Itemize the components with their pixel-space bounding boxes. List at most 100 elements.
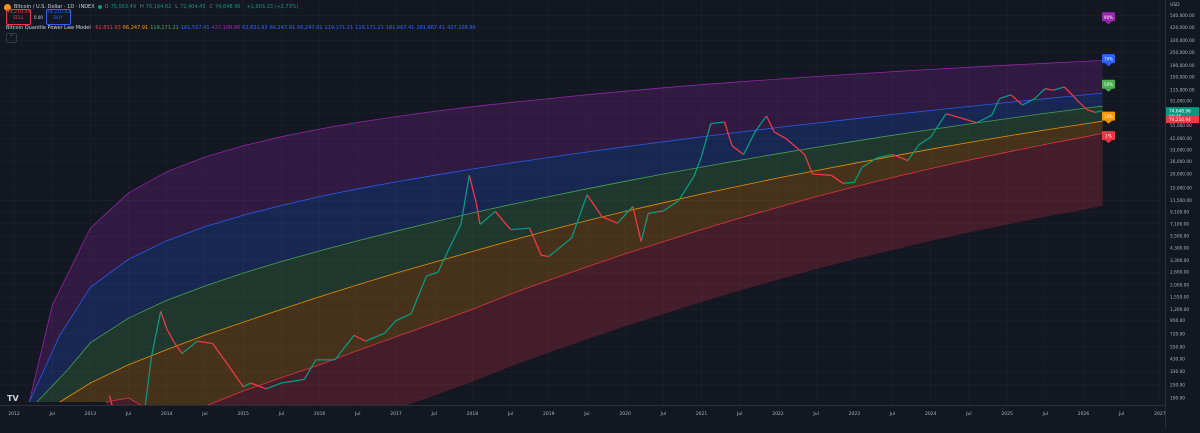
- price-segment: [265, 382, 282, 390]
- price-tick-label: 26,000.00: [1170, 159, 1192, 165]
- ohlc-value: +1,903.13 (+2.73%): [246, 4, 299, 10]
- price-tick-label: 420,000.00: [1170, 25, 1195, 31]
- price-segment: [150, 311, 162, 357]
- time-tick-label: Jul: [507, 411, 513, 417]
- price-tick-label: 950.00: [1170, 318, 1185, 324]
- price-tick-label: 11,500.00: [1170, 198, 1192, 204]
- band-fill-50pct: [36, 106, 1103, 402]
- ohlc-value: 76,194.82: [145, 4, 172, 10]
- symbol-title[interactable]: Bitcoin / U.S. Dollar · 1D · INDEX: [14, 4, 95, 10]
- price-segment: [1033, 88, 1046, 100]
- sell-price: 74,210.94: [7, 10, 31, 15]
- band-tag-label: 90%: [1104, 15, 1113, 20]
- price-segment: [468, 175, 477, 203]
- time-tick-label: Jul: [354, 411, 360, 417]
- price-segment: [731, 145, 744, 156]
- price-segment: [877, 153, 893, 159]
- time-axis[interactable]: 2012 Jul 2013 Jul 2014 Jul 2015 Jul 2016 Jul 2017 J…: [0, 405, 1166, 429]
- price-segment: [173, 342, 183, 354]
- ohlc-value: 74,648.96: [215, 4, 241, 10]
- time-tick-label: 2027: [1154, 411, 1165, 417]
- price-segment: [410, 275, 428, 314]
- buy-label: BUY: [53, 16, 64, 21]
- tradingview-logo[interactable]: TV: [7, 394, 19, 403]
- price-segment: [1045, 87, 1054, 91]
- indicator-value: 181,667.41: [416, 25, 446, 31]
- band-tag-bg: [1102, 79, 1115, 89]
- price-tick-label: 3,300.00: [1170, 258, 1189, 264]
- band-tag-label: 50%: [1104, 82, 1113, 87]
- indicator-value: 62,831.93: [242, 25, 268, 31]
- time-axis-labels: 2012 Jul 2013 Jul 2014 Jul 2015 Jul 2016 Jul 2017 J…: [8, 411, 1165, 417]
- band-fill-70pct: [29, 93, 1103, 402]
- bitcoin-icon: [4, 3, 11, 11]
- price-segment: [334, 334, 355, 361]
- price-segment: [1010, 94, 1023, 106]
- price-segment: [479, 210, 496, 225]
- buy-button[interactable]: 74,210.93 BUY: [45, 9, 71, 25]
- price-segment: [1079, 102, 1088, 111]
- price-tick-label: 250,000.00: [1170, 50, 1195, 56]
- price-tick-label: 250.00: [1170, 382, 1185, 388]
- price-tick-label: 20,000.00: [1170, 172, 1192, 178]
- price-segment: [510, 227, 530, 231]
- price-segment: [765, 115, 775, 133]
- price-tick-label: 1,550.00: [1170, 295, 1189, 301]
- price-segment: [144, 356, 153, 405]
- time-tick-label: Jul: [278, 411, 284, 417]
- band-tag-bg: [1102, 111, 1115, 121]
- spread-value: 0.00: [34, 14, 43, 20]
- time-tick-label: 2021: [696, 411, 708, 417]
- price-segment: [548, 237, 573, 258]
- band-tag-50pct: 50%: [1102, 79, 1115, 92]
- ohlc-value: 72,404.45: [180, 4, 206, 10]
- price-segment: [437, 247, 450, 273]
- price-segment: [384, 320, 397, 334]
- band-fill-10pct: [59, 121, 1103, 405]
- buy-price: 74,210.93: [46, 10, 71, 15]
- price-segment: [693, 155, 703, 177]
- indicator-name[interactable]: Bitcoin Quantile Power Law Model: [6, 25, 91, 31]
- price-axis[interactable]: USD 540,000.00 420,000.00 320,000.00 250,000…: [1165, 0, 1200, 428]
- band-tag-pointer: [1105, 120, 1112, 124]
- price-segment: [353, 334, 366, 342]
- time-tick-label: Jul: [812, 411, 818, 417]
- indicator-value: 427,108.86: [211, 25, 241, 31]
- price-segment: [700, 123, 712, 157]
- time-tick-label: 2015: [237, 411, 249, 417]
- ohlc-item: C 74,648.96: [210, 4, 243, 10]
- price-segment: [930, 113, 947, 138]
- price-segment: [365, 332, 385, 342]
- price-segment: [918, 136, 932, 145]
- time-tick-label: Jul: [201, 411, 207, 417]
- price-segment: [861, 157, 878, 168]
- band-tag-70pct: 70%: [1102, 54, 1115, 67]
- price-tick-label: 190.00: [1170, 396, 1185, 402]
- price-segment: [842, 181, 855, 184]
- time-tick-label: Jul: [736, 411, 742, 417]
- collapse-legend-button[interactable]: ˄: [6, 33, 17, 43]
- price-segment: [475, 202, 481, 225]
- last-price-tag-bg: [1166, 107, 1199, 115]
- indicator-value: 66,247.91: [297, 25, 323, 31]
- indicator-legend[interactable]: Bitcoin Quantile Power Law Model 62,831.…: [6, 25, 478, 31]
- price-tick-label: 4,300.00: [1170, 245, 1189, 251]
- ohlc-key: O: [104, 4, 109, 10]
- band-tag-10pct: 10%: [1102, 111, 1115, 124]
- sell-button[interactable]: 74,210.94 SELL: [6, 9, 31, 25]
- indicator-value: 119,171.21: [355, 25, 384, 31]
- band-tag-label: 70%: [1104, 57, 1113, 62]
- price-tick-label: 330.00: [1170, 369, 1185, 375]
- time-tick-label: 2012: [8, 411, 20, 417]
- price-segment: [395, 313, 412, 322]
- price-segment: [999, 94, 1012, 100]
- time-tick-label: Jul: [430, 411, 436, 417]
- price-segment: [785, 137, 806, 155]
- time-tick-label: Jul: [48, 411, 54, 417]
- time-tick-label: 2024: [925, 411, 937, 417]
- price-segment: [1087, 109, 1096, 114]
- band-tag-pointer: [1105, 88, 1112, 92]
- band-tag-90pct: 90%: [1102, 12, 1115, 25]
- time-tick-label: Jul: [583, 411, 589, 417]
